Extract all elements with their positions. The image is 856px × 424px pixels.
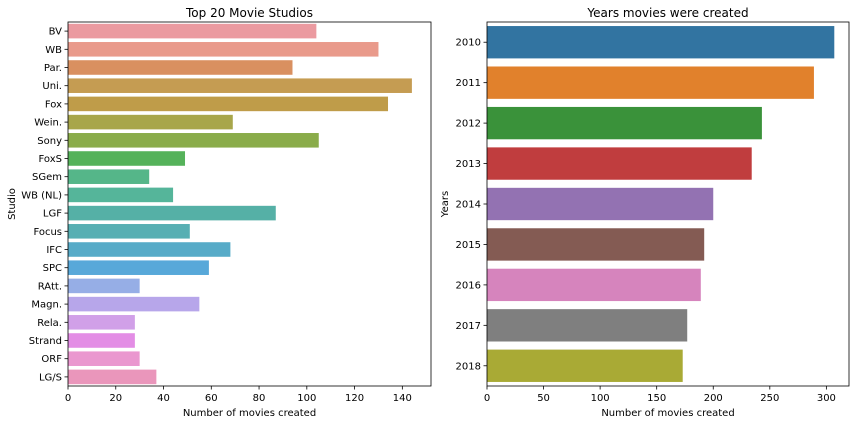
bar-ifc: [68, 242, 231, 257]
bar-spc: [68, 260, 209, 275]
bar-uni: [68, 78, 412, 93]
bar-sgem: [68, 169, 150, 184]
y-tick-label: 2016: [456, 280, 481, 291]
y-tick-label: LG/S: [39, 372, 62, 383]
x-tick-label: 150: [647, 393, 666, 404]
bar-2015: [487, 228, 705, 261]
bar-par: [68, 60, 293, 75]
x-tick-label: 140: [393, 393, 412, 404]
bar-2016: [487, 268, 701, 302]
x-axis-label: Number of movies created: [601, 408, 734, 419]
bar-lg-s: [68, 369, 157, 385]
y-tick-label: 2013: [456, 159, 481, 170]
y-tick-label: Focus: [33, 227, 62, 238]
bar-magn: [68, 296, 200, 312]
y-tick-label: FoxS: [39, 154, 62, 165]
y-tick-label: 2010: [456, 38, 481, 49]
y-axis-label: Studio: [7, 188, 18, 220]
y-tick-label: LGF: [43, 209, 62, 220]
bar-2013: [487, 147, 752, 180]
y-tick-label: ORF: [41, 354, 62, 365]
x-tick-label: 120: [345, 393, 364, 404]
x-tick-label: 80: [253, 393, 266, 404]
x-tick-label: 200: [704, 393, 723, 404]
bar-wb-nl: [68, 187, 174, 203]
bar-focus: [68, 224, 190, 239]
chart-panel-1: BV WB Par. Uni. Fox Wein. Sony FoxS SGem WB (NL) L…: [7, 6, 432, 419]
bar-rela: [68, 315, 135, 330]
y-tick-label: WB (NL): [21, 190, 62, 201]
chart-title: Top 20 Movie Studios: [185, 6, 313, 20]
x-tick-label: 20: [109, 393, 122, 404]
bar-2018: [487, 349, 683, 382]
y-axis-label: Years: [440, 191, 451, 218]
bar-wein: [68, 114, 233, 130]
y-tick-label: Strand: [29, 336, 62, 347]
bar-2012: [487, 106, 762, 140]
y-tick-label: 2012: [456, 119, 481, 130]
chart-title: Years movies were created: [586, 6, 748, 20]
bar-wb: [68, 42, 379, 57]
x-axis-label: Number of movies created: [183, 408, 316, 419]
y-tick-label: 2014: [456, 200, 481, 211]
x-tick-label: 0: [65, 393, 71, 404]
x-tick-label: 300: [817, 393, 836, 404]
y-tick-label: 2011: [456, 78, 481, 89]
y-tick-label: Rela.: [37, 318, 62, 329]
bar-lgf: [68, 205, 276, 221]
y-tick-label: RAtt.: [38, 281, 62, 292]
y-tick-label: WB: [45, 45, 62, 56]
chart-panel-2: 2010 2011 2012 2013 2014 2015 2016 2017 2018 0 50 1…: [440, 6, 850, 419]
plot-frame: [67, 21, 432, 387]
y-tick-label: Uni.: [42, 81, 62, 92]
x-tick-label: 50: [537, 393, 550, 404]
y-tick-label: Wein.: [34, 118, 62, 129]
y-tick-label: 2015: [456, 240, 481, 251]
x-tick-label: 100: [591, 393, 610, 404]
y-tick-label: IFC: [46, 245, 62, 256]
y-tick-label: 2017: [456, 321, 481, 332]
x-tick-label: 60: [205, 393, 218, 404]
bar-orf: [68, 351, 140, 366]
bar-2017: [487, 309, 688, 342]
bar-foxs: [68, 151, 186, 166]
y-tick-label: Fox: [45, 99, 62, 110]
bar-ratt: [68, 278, 140, 294]
bar-fox: [68, 96, 389, 112]
y-tick-label: Sony: [37, 136, 62, 147]
bar-bv: [68, 23, 317, 39]
y-tick-label: 2018: [456, 361, 481, 372]
x-tick-label: 40: [157, 393, 170, 404]
bar-sony: [68, 133, 319, 148]
y-tick-label: BV: [49, 27, 63, 38]
bar-2011: [487, 66, 814, 99]
bar-2010: [487, 26, 835, 59]
bar-2014: [487, 187, 714, 221]
y-tick-label: Magn.: [31, 300, 62, 311]
x-tick-label: 100: [297, 393, 316, 404]
bar-strand: [68, 333, 135, 348]
x-tick-label: 0: [484, 393, 490, 404]
y-tick-label: SGem: [32, 172, 62, 183]
x-tick-label: 250: [760, 393, 779, 404]
y-tick-label: SPC: [43, 263, 62, 274]
y-tick-label: Par.: [44, 63, 62, 74]
